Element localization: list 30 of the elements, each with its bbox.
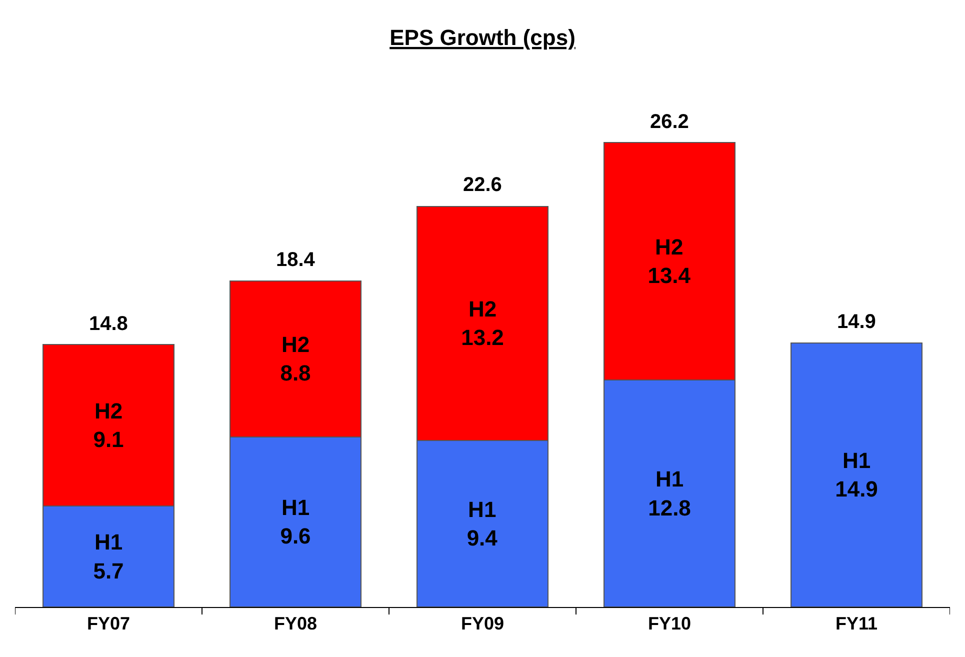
x-tick-label: FY09 <box>460 614 504 634</box>
text: H1 <box>842 448 871 474</box>
data-label: 12.8 <box>648 495 691 520</box>
total-label: 18.4 <box>276 249 316 271</box>
x-tick-label: FY08 <box>274 614 318 634</box>
total-label: 22.6 <box>463 174 502 196</box>
data-label: 13.4 <box>648 263 692 288</box>
series-label: H1 <box>94 530 123 555</box>
total-label: 14.9 <box>837 311 876 333</box>
data-label: 9.4 <box>466 525 498 550</box>
text: H2 <box>468 296 497 322</box>
data-label: 5.7 <box>93 558 124 584</box>
text: H1 <box>281 495 310 520</box>
bar <box>790 342 922 607</box>
total-label: 26.2 <box>650 111 689 133</box>
data-label: 9.1 <box>93 427 124 452</box>
data-label: 14.9 <box>835 476 878 502</box>
total-label: 14.8 <box>89 313 128 335</box>
x-tick-label: FY11 <box>835 614 878 634</box>
data-label: 9.6 <box>280 524 311 549</box>
x-tick-label: FY07 <box>86 614 130 634</box>
x-tick-label: FY10 <box>648 614 692 634</box>
text: H2 <box>94 398 123 424</box>
chart-title: EPS Growth (cps) <box>390 24 576 50</box>
data-label: 13.2 <box>461 325 504 350</box>
text: H1 <box>468 496 496 522</box>
text: H2 <box>281 332 310 358</box>
text: H1 <box>655 466 684 492</box>
series-label: H2 <box>655 234 684 260</box>
data-label: 8.8 <box>280 360 311 386</box>
